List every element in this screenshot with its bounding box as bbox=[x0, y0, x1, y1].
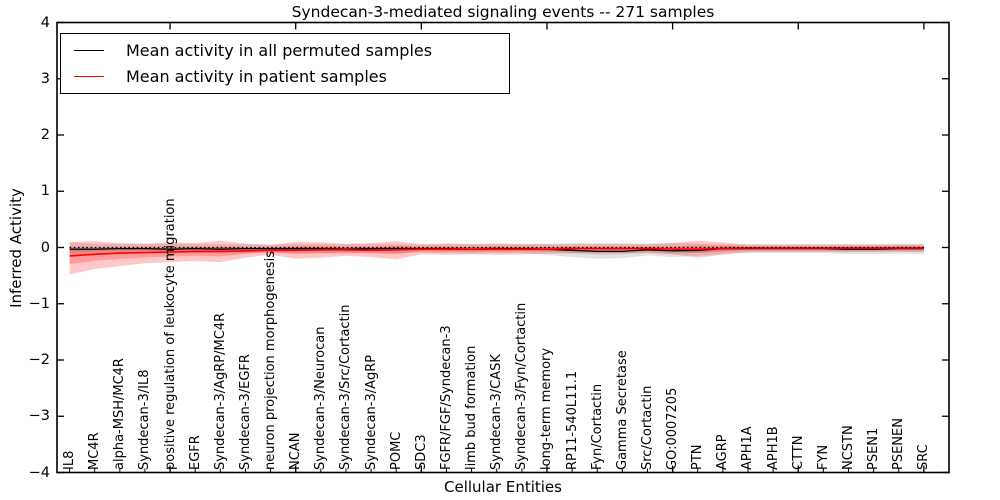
category-label: CTTN bbox=[790, 435, 806, 470]
category-label: PSENEN bbox=[891, 418, 907, 470]
legend-item-patient: Mean activity in patient samples bbox=[61, 67, 509, 86]
y-tick-label: 3 bbox=[40, 70, 50, 87]
y-tick-label: −4 bbox=[28, 464, 50, 481]
category-label: PSEN1 bbox=[866, 427, 882, 470]
category-label: Gamma Secretase bbox=[614, 350, 630, 470]
category-label: APH1B bbox=[765, 426, 781, 470]
legend-line-sample-black bbox=[74, 50, 104, 51]
category-label: FGFR/FGF/Syndecan-3 bbox=[438, 325, 454, 470]
permuted-band-outer bbox=[69, 242, 924, 259]
legend-line-sample-red bbox=[74, 76, 104, 77]
category-label: Syndecan-3/Neurocan bbox=[313, 326, 329, 470]
category-label: GO:0007205 bbox=[665, 387, 681, 470]
legend-item-permuted: Mean activity in all permuted samples bbox=[61, 41, 509, 60]
y-tick-label: 2 bbox=[40, 127, 50, 143]
category-label: long-term memory bbox=[539, 347, 555, 470]
category-label: positive regulation of leukocyte migrati… bbox=[162, 198, 178, 470]
y-tick-label: 1 bbox=[40, 183, 50, 200]
category-label: alpha-MSH/MC4R bbox=[112, 358, 128, 470]
category-label: limb bud formation bbox=[464, 345, 480, 470]
category-label: FYN bbox=[815, 444, 831, 470]
category-label: EGFR bbox=[187, 435, 203, 470]
category-label: NCSTN bbox=[840, 425, 856, 470]
legend-label: Mean activity in all permuted samples bbox=[126, 41, 433, 60]
category-label: Syndecan-3/EGFR bbox=[237, 354, 253, 470]
category-label: SDC3 bbox=[413, 434, 429, 470]
category-label: Syndecan-3/Src/Cortactin bbox=[338, 304, 354, 470]
category-label: Fyn/Cortactin bbox=[589, 383, 605, 470]
category-label: Syndecan-3/AgRP/MC4R bbox=[212, 312, 228, 470]
y-tick-label: −2 bbox=[28, 352, 50, 368]
category-label: SRC bbox=[916, 444, 932, 470]
category-label: NCAN bbox=[288, 432, 304, 470]
category-label: Src/Cortactin bbox=[639, 385, 655, 470]
category-label: APH1A bbox=[740, 426, 756, 470]
y-tick-label: −3 bbox=[28, 408, 50, 425]
category-label: Syndecan-3/AgRP bbox=[363, 354, 379, 470]
category-label: Syndecan-3/CASK bbox=[489, 354, 505, 470]
category-label: RP11-540L11.1 bbox=[564, 370, 580, 470]
category-label: neuron projection morphogenesis bbox=[263, 251, 279, 470]
category-label: PTN bbox=[690, 444, 706, 470]
category-label: Syndecan-3/Fyn/Cortactin bbox=[514, 302, 530, 470]
category-label: AGRP bbox=[715, 434, 731, 470]
category-label: Syndecan-3/IL8 bbox=[137, 369, 153, 470]
y-tick-label: 4 bbox=[40, 14, 50, 31]
y-tick-label: 0 bbox=[40, 239, 50, 256]
category-label: IL8 bbox=[62, 450, 78, 470]
legend-box: Mean activity in all permuted samples Me… bbox=[60, 33, 510, 94]
x-axis-label: Cellular Entities bbox=[444, 478, 562, 496]
category-label: MC4R bbox=[87, 432, 103, 470]
patient-band-outer bbox=[69, 240, 924, 275]
y-tick-label: −1 bbox=[28, 295, 50, 312]
legend-label: Mean activity in patient samples bbox=[126, 67, 387, 86]
category-label: POMC bbox=[388, 431, 404, 470]
chart-title: Syndecan-3-mediated signaling events -- … bbox=[291, 3, 715, 21]
patient-mean-line bbox=[69, 247, 924, 257]
